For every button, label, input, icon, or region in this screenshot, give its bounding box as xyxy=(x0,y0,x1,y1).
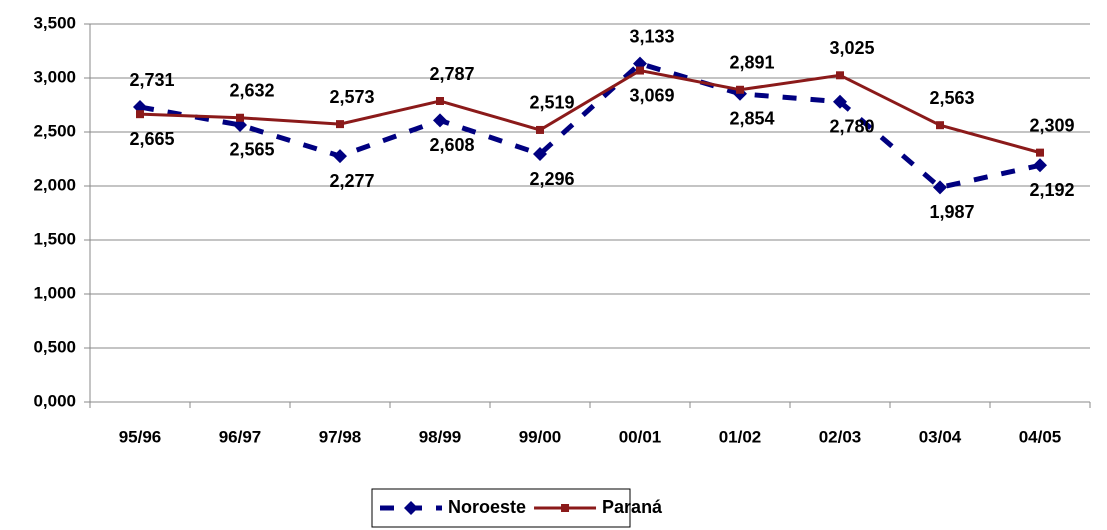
y-tick-label: 3,500 xyxy=(33,13,76,32)
legend: Noroeste Paraná xyxy=(371,488,663,528)
data-label: 2,891 xyxy=(729,53,774,73)
data-label: 2,565 xyxy=(229,140,274,160)
y-tick-label: 0,000 xyxy=(33,391,76,410)
x-tick-label: 01/02 xyxy=(719,427,762,446)
data-label: 3,025 xyxy=(829,38,874,58)
data-label: 2,665 xyxy=(129,129,174,149)
x-tick-label: 00/01 xyxy=(619,427,662,446)
data-point xyxy=(236,113,244,122)
data-point xyxy=(933,180,947,195)
data-point xyxy=(533,147,547,162)
y-tick-label: 2,000 xyxy=(33,175,76,194)
data-point xyxy=(336,120,344,129)
legend-marker xyxy=(561,504,570,512)
legend-label: Noroeste xyxy=(448,497,526,517)
data-label: 2,296 xyxy=(529,169,574,189)
data-label: 2,854 xyxy=(729,109,774,129)
x-tick-label: 95/96 xyxy=(119,427,162,446)
data-label: 1,987 xyxy=(929,202,974,222)
series-line xyxy=(139,68,1041,155)
data-point xyxy=(333,149,347,164)
data-label: 2,632 xyxy=(229,80,274,100)
data-point xyxy=(936,121,944,130)
x-tick-label: 98/99 xyxy=(419,427,462,446)
series-line xyxy=(139,60,1041,191)
data-label: 2,780 xyxy=(829,117,874,137)
x-tick-label: 02/03 xyxy=(819,427,862,446)
y-tick-label: 1,000 xyxy=(33,283,76,302)
legend-marker xyxy=(404,501,418,515)
data-label: 3,069 xyxy=(629,85,674,105)
data-label: 2,519 xyxy=(529,93,574,113)
data-point xyxy=(836,71,844,80)
data-label: 2,309 xyxy=(1029,115,1074,135)
data-label: 2,787 xyxy=(429,64,474,84)
x-tick-label: 96/97 xyxy=(219,427,262,446)
data-point xyxy=(1036,148,1044,157)
data-label: 2,573 xyxy=(329,87,374,107)
data-label: 2,192 xyxy=(1029,180,1074,200)
data-point xyxy=(433,113,447,128)
x-tick-label: 04/05 xyxy=(1019,427,1062,446)
data-label: 2,277 xyxy=(329,171,374,191)
data-point xyxy=(1033,158,1047,173)
data-label: 2,731 xyxy=(129,70,174,90)
x-tick-label: 03/04 xyxy=(919,427,962,446)
y-tick-label: 1,500 xyxy=(33,229,76,248)
data-point xyxy=(536,125,544,134)
y-tick-label: 0,500 xyxy=(33,337,76,356)
y-tick-label: 2,500 xyxy=(33,121,76,140)
data-point xyxy=(833,94,847,109)
data-label: 3,133 xyxy=(629,26,674,46)
x-tick-label: 97/98 xyxy=(319,427,362,446)
data-point xyxy=(636,66,644,75)
data-label: 2,563 xyxy=(929,88,974,108)
x-tick-label: 99/00 xyxy=(519,427,562,446)
data-label: 2,608 xyxy=(429,135,474,155)
data-point xyxy=(136,110,144,119)
data-point xyxy=(436,97,444,106)
legend-label: Paraná xyxy=(602,497,663,517)
y-tick-label: 3,000 xyxy=(33,67,76,86)
data-point xyxy=(736,85,744,94)
